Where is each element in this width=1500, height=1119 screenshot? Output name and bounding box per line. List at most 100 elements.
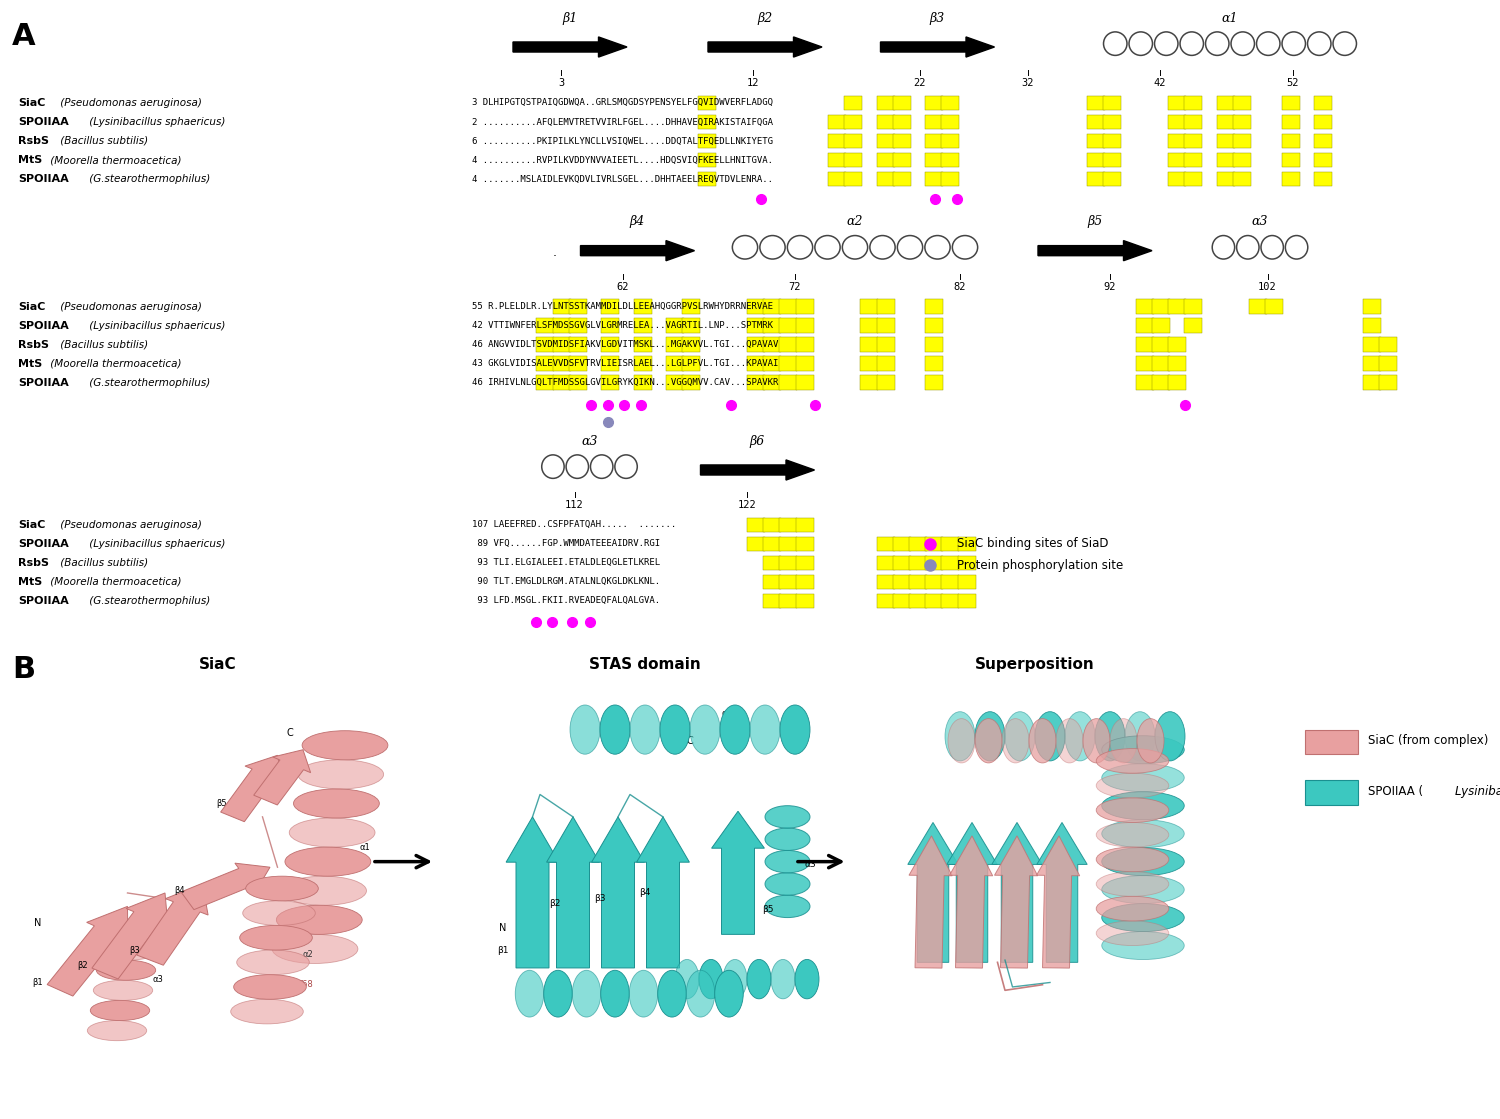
Text: 55 R.PLELDLR.LYLNTSSTKAMMDILDLLEEAHQGGRPVSLRWHYDRRNERVAE: 55 R.PLELDLR.LYLNTSSTKAMMDILDLLEEAHQGGRP… <box>472 302 774 311</box>
Bar <box>876 356 894 370</box>
Bar <box>1216 171 1234 186</box>
Text: β1: β1 <box>562 11 578 25</box>
FancyArrow shape <box>580 241 694 261</box>
Ellipse shape <box>1096 749 1168 773</box>
Bar <box>780 318 798 333</box>
Text: 4 ..........RVPILKVDDYNVVAIEETL....HDQSVIQFKEELLHNITGVA.: 4 ..........RVPILKVDDYNVVAIEETL....HDQSV… <box>472 156 774 164</box>
FancyArrow shape <box>992 822 1042 962</box>
Bar <box>1136 375 1154 389</box>
Text: SiaC: SiaC <box>18 98 45 107</box>
Ellipse shape <box>1101 819 1184 848</box>
Ellipse shape <box>630 970 657 1017</box>
Bar <box>666 375 684 389</box>
Text: B: B <box>12 655 34 684</box>
Bar <box>957 575 975 589</box>
Bar <box>876 338 894 352</box>
Text: (Pseudomonas aeruginosa): (Pseudomonas aeruginosa) <box>57 302 202 311</box>
Ellipse shape <box>600 705 630 754</box>
Bar <box>764 318 782 333</box>
Text: RsbS: RsbS <box>18 137 50 145</box>
Text: SPOIIAA: SPOIIAA <box>18 378 69 387</box>
Bar <box>1305 780 1358 805</box>
Ellipse shape <box>1095 712 1125 761</box>
Bar <box>682 338 700 352</box>
Bar <box>861 318 879 333</box>
Bar <box>926 95 944 110</box>
Bar <box>1152 356 1170 370</box>
Text: 112: 112 <box>566 500 584 510</box>
Ellipse shape <box>1096 896 1168 921</box>
Bar <box>876 133 894 148</box>
Bar <box>876 318 894 333</box>
Ellipse shape <box>90 1000 150 1021</box>
Text: 3: 3 <box>558 78 564 88</box>
Text: α1: α1 <box>1221 11 1239 25</box>
Bar <box>764 536 782 551</box>
Bar <box>926 133 944 148</box>
Bar <box>892 556 910 571</box>
Text: SPOIIAA: SPOIIAA <box>18 117 69 126</box>
Bar <box>828 114 846 129</box>
Text: β1: β1 <box>496 947 508 956</box>
Bar <box>926 152 944 167</box>
Bar <box>1314 152 1332 167</box>
FancyArrow shape <box>1038 241 1152 261</box>
Ellipse shape <box>1155 712 1185 761</box>
Ellipse shape <box>750 705 780 754</box>
Ellipse shape <box>1101 904 1184 931</box>
Ellipse shape <box>765 895 810 918</box>
Bar <box>699 95 717 110</box>
Bar <box>926 556 944 571</box>
Bar <box>552 318 570 333</box>
FancyArrow shape <box>1036 836 1080 968</box>
Bar <box>795 556 813 571</box>
Text: C: C <box>687 736 693 746</box>
Ellipse shape <box>1096 798 1168 822</box>
Ellipse shape <box>280 876 366 905</box>
Ellipse shape <box>1125 712 1155 761</box>
Bar <box>892 133 910 148</box>
Text: 107 LAEEFRED..CSFPFATQAH.....  .......: 107 LAEEFRED..CSFPFATQAH..... ....... <box>472 520 676 529</box>
Text: β5: β5 <box>762 905 774 914</box>
Bar <box>942 593 960 609</box>
Bar <box>682 318 700 333</box>
Bar <box>568 318 586 333</box>
Bar <box>780 536 798 551</box>
Ellipse shape <box>570 705 600 754</box>
Text: SiaC binding sites of SiaD: SiaC binding sites of SiaD <box>957 537 1108 551</box>
Bar <box>1185 114 1203 129</box>
Bar <box>764 517 782 532</box>
Bar <box>844 95 862 110</box>
Bar <box>1250 299 1268 313</box>
Text: SiaC (from complex): SiaC (from complex) <box>1368 734 1488 747</box>
Bar <box>1281 95 1299 110</box>
Ellipse shape <box>765 873 810 895</box>
Bar <box>552 299 570 313</box>
Ellipse shape <box>87 1021 147 1041</box>
Text: 42: 42 <box>1154 78 1166 88</box>
Bar <box>942 536 960 551</box>
Ellipse shape <box>771 959 795 999</box>
Bar <box>1185 171 1203 186</box>
Text: SPOIIAA (: SPOIIAA ( <box>1368 784 1424 798</box>
Bar <box>1168 114 1186 129</box>
Bar <box>747 517 765 532</box>
Text: .: . <box>554 246 556 260</box>
Text: 6 ..........PKIPILKLYNCLLVSIQWEL....DDQTALTFQEDLLNKIYETG: 6 ..........PKIPILKLYNCLLVSIQWEL....DDQT… <box>472 137 774 145</box>
Bar <box>780 299 798 313</box>
Bar <box>780 338 798 352</box>
Bar <box>1104 114 1122 129</box>
Bar <box>795 318 813 333</box>
Text: 46 IRHIVLNLGQLTFMDSSGLGVILGRYKQIKN...VGGQMVV.CAV...SPAVKR: 46 IRHIVLNLGQLTFMDSSGLGVILGRYKQIKN...VGG… <box>472 378 778 387</box>
Bar <box>1378 356 1396 370</box>
Bar <box>1168 375 1186 389</box>
Bar <box>1281 152 1299 167</box>
Text: α3: α3 <box>804 861 816 869</box>
Bar <box>747 356 765 370</box>
Text: (Lysinibacillus sphaericus): (Lysinibacillus sphaericus) <box>86 321 225 330</box>
Bar <box>942 575 960 589</box>
FancyArrow shape <box>220 755 284 821</box>
Ellipse shape <box>102 920 162 940</box>
Ellipse shape <box>1029 718 1056 763</box>
Text: N: N <box>500 923 506 933</box>
